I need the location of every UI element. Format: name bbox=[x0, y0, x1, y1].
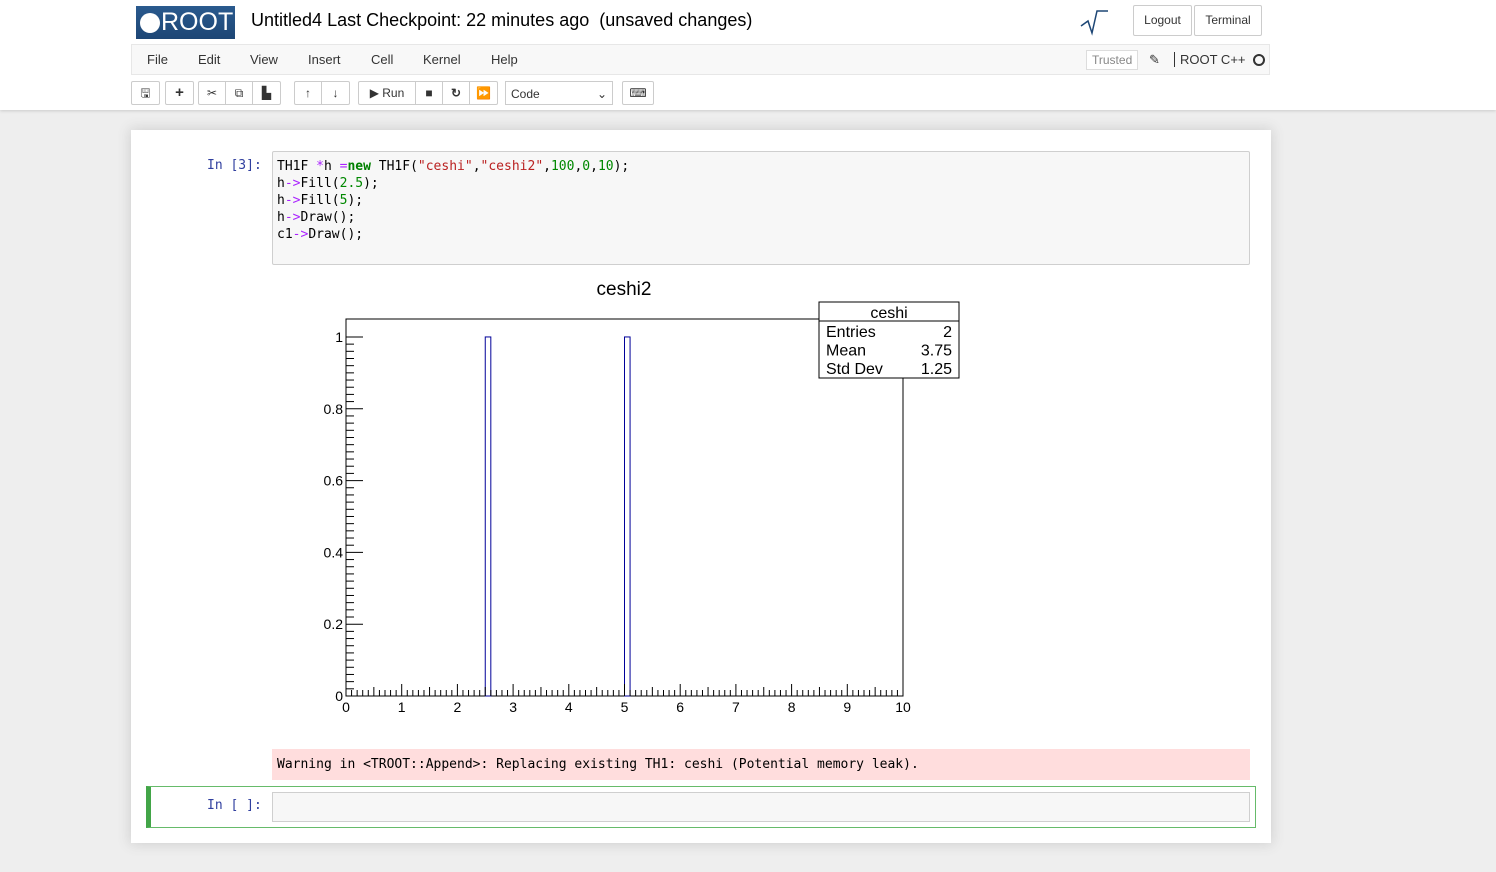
warning-output: Warning in <TROOT::Append>: Replacing ex… bbox=[272, 749, 1250, 780]
y-tick-label: 0.8 bbox=[324, 401, 344, 417]
clipboard-group: ✂ ⧉ ▙ bbox=[198, 81, 281, 105]
notebook: In [3]: TH1F *h =new TH1F("ceshi","ceshi… bbox=[131, 130, 1271, 843]
cell-type-select[interactable]: Code ⌄ bbox=[505, 81, 613, 105]
notebook-title-area: Untitled4 Last Checkpoint: 22 minutes ag… bbox=[251, 10, 752, 31]
trusted-badge[interactable]: Trusted bbox=[1086, 50, 1139, 70]
menu-view[interactable]: View bbox=[250, 52, 278, 67]
x-tick-label: 3 bbox=[509, 699, 517, 715]
chevron-down-icon: ⌄ bbox=[596, 87, 607, 101]
move-up-icon[interactable]: ↑ bbox=[295, 82, 322, 104]
menu-kernel[interactable]: Kernel bbox=[423, 52, 461, 67]
x-tick-label: 1 bbox=[398, 699, 406, 715]
stats-label: Mean bbox=[826, 343, 866, 360]
insert-cell-plus-icon[interactable]: + bbox=[175, 84, 184, 101]
input-prompt: In [3]: bbox=[207, 158, 262, 173]
code-line: TH1F *h =new TH1F("ceshi","ceshi2",100,0… bbox=[277, 159, 630, 174]
x-tick-label: 0 bbox=[342, 699, 350, 715]
x-tick-label: 7 bbox=[732, 699, 740, 715]
code-line: h->Draw(); bbox=[277, 210, 356, 225]
stats-value: 3.75 bbox=[921, 343, 952, 360]
x-tick-label: 2 bbox=[454, 699, 462, 715]
histogram-bar bbox=[484, 336, 492, 697]
root-kernel-icon bbox=[1080, 10, 1108, 36]
copy-icon[interactable]: ⧉ bbox=[226, 82, 253, 104]
terminal-button[interactable]: Terminal bbox=[1194, 5, 1262, 36]
header: ROOT Untitled4 Last Checkpoint: 22 minut… bbox=[0, 0, 1496, 110]
stop-icon[interactable]: ■ bbox=[416, 82, 443, 104]
keyboard-group: ⌨ bbox=[622, 81, 654, 105]
root-logo-icon bbox=[140, 12, 160, 33]
kernel-idle-icon bbox=[1253, 54, 1265, 66]
code-line: h->Fill(5); bbox=[277, 193, 364, 208]
cell-type-value: Code bbox=[511, 87, 540, 101]
x-tick-label: 5 bbox=[621, 699, 629, 715]
y-tick-label: 0.2 bbox=[324, 616, 344, 632]
code-line: c1->Draw(); bbox=[277, 227, 364, 242]
menubar: File Edit View Insert Cell Kernel Help T… bbox=[131, 44, 1270, 75]
edit-pencil-icon[interactable]: ✎ bbox=[1149, 52, 1160, 67]
move-group: ↑ ↓ bbox=[294, 81, 350, 105]
code-line: h->Fill(2.5); bbox=[277, 176, 379, 191]
kernel-name: ROOT C++ bbox=[1174, 52, 1246, 67]
paste-icon[interactable]: ▙ bbox=[261, 86, 272, 100]
save-group: 🖫 bbox=[131, 81, 160, 105]
stats-label: Std Dev bbox=[826, 361, 883, 378]
autosave-status: (unsaved changes) bbox=[599, 10, 753, 30]
fast-forward-icon[interactable]: ⏩ bbox=[476, 86, 491, 100]
checkpoint: Last Checkpoint: 22 minutes ago bbox=[327, 10, 590, 30]
stats-box bbox=[818, 301, 960, 379]
move-down-icon[interactable]: ↓ bbox=[332, 86, 339, 100]
menu-file[interactable]: File bbox=[147, 52, 168, 67]
restart-icon[interactable]: ↻ bbox=[443, 82, 470, 104]
chart-title: ceshi2 bbox=[597, 279, 652, 300]
menu-edit[interactable]: Edit bbox=[198, 52, 221, 67]
menu-insert[interactable]: Insert bbox=[308, 52, 341, 67]
run-group: ▶ Run ■ ↻ ⏩ bbox=[358, 81, 498, 105]
stats-label: Entries bbox=[826, 324, 876, 341]
y-tick-label: 0.4 bbox=[324, 544, 344, 560]
run-button[interactable]: ▶ Run bbox=[359, 82, 416, 104]
menu-help[interactable]: Help bbox=[491, 52, 518, 67]
histogram-plot: ceshi2 0 1 2 3 4 5 6 7 8 9 10 0 0.2 0.4 0.6 0.8 1 ceshi Ent… bbox=[324, 279, 960, 715]
insert-group: + bbox=[165, 81, 194, 105]
x-tick-label: 9 bbox=[843, 699, 851, 715]
y-tick-label: 1 bbox=[335, 329, 343, 345]
x-tick-label: 6 bbox=[676, 699, 684, 715]
x-tick-label: 10 bbox=[895, 699, 911, 715]
histogram-bar bbox=[624, 336, 631, 697]
stats-name: ceshi bbox=[870, 305, 907, 322]
logout-button[interactable]: Logout bbox=[1133, 5, 1192, 36]
stats-value: 1.25 bbox=[921, 361, 952, 378]
y-tick-label: 0 bbox=[335, 688, 343, 704]
menu-cell[interactable]: Cell bbox=[371, 52, 394, 67]
stats-value: 2 bbox=[943, 324, 952, 341]
code-cell-input[interactable]: TH1F *h =new TH1F("ceshi","ceshi2",100,0… bbox=[272, 151, 1250, 265]
save-icon[interactable]: 🖫 bbox=[140, 86, 151, 100]
x-tick-label: 4 bbox=[565, 699, 573, 715]
cut-icon[interactable]: ✂ bbox=[199, 82, 226, 104]
y-tick-label: 0.6 bbox=[324, 473, 344, 489]
code-cell-input[interactable] bbox=[272, 792, 1250, 822]
empty-code-cell[interactable]: In [ ]: bbox=[146, 786, 1256, 828]
input-prompt: In [ ]: bbox=[207, 798, 262, 813]
logo-text: ROOT bbox=[161, 8, 234, 36]
x-tick-label: 8 bbox=[788, 699, 796, 715]
root-logo[interactable]: ROOT bbox=[136, 6, 235, 39]
run-label: Run bbox=[382, 86, 405, 100]
keyboard-icon[interactable]: ⌨ bbox=[629, 86, 647, 100]
notebook-name[interactable]: Untitled4 bbox=[251, 10, 323, 30]
